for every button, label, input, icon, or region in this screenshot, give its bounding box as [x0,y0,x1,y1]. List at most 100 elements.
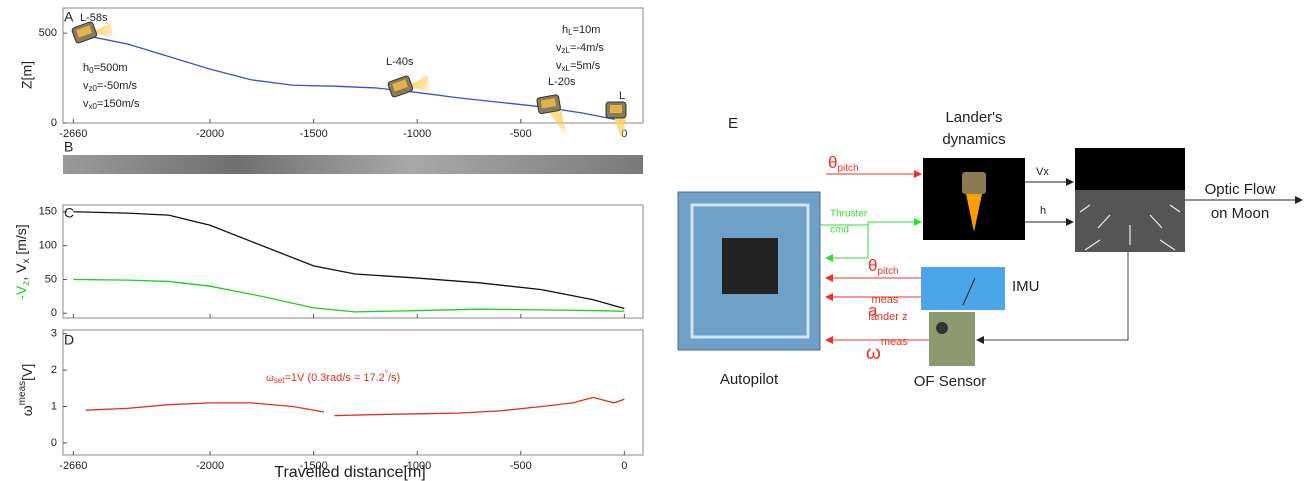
plot-frame [62,7,644,124]
param-sub: x0 [89,102,98,111]
signal-part: pitch [837,163,858,174]
param: h [562,24,568,36]
svg-text:h0=500m: h0=500m [83,62,128,75]
svg-text:vxL=5m/s: vxL=5m/s [556,60,601,73]
param-sub: 0 [89,66,94,75]
annotation: ωset=1V (0.3rad/s = 17.2°/s) [266,369,400,385]
param: =10m [573,24,601,36]
svg-text:hL=10m: hL=10m [562,24,600,37]
signal: cmd [830,225,849,236]
data-line [73,32,625,122]
y-label-part: [m/s] [13,224,29,258]
x-tick-label: -2660 [59,460,87,472]
label: Autopilot [720,371,779,388]
chip [722,238,778,294]
signal: ωmeas [866,336,908,364]
param: =-50m/s [97,80,138,92]
landers [71,21,627,142]
panel-label: E [728,115,738,132]
signal-part: lander z [868,311,907,323]
signal: Thruster [830,209,868,220]
annotation: L [619,90,625,102]
x-tick-label: -1500 [300,128,328,140]
y-label-part: ω [19,405,35,416]
of-sensor-image [929,312,975,366]
x-tick-label: 0 [621,460,627,472]
label: IMU [1012,278,1040,295]
annotation-part: set [274,376,285,385]
x-tick-label: -500 [510,460,532,472]
y-label-part: z [21,281,32,286]
x-tick-label: -2000 [196,460,224,472]
data-line [73,211,625,310]
signal-part: θ [868,256,877,275]
param: v [556,42,562,54]
params-end: hL=10m vzL=-4m/s vxL=5m/s [556,24,604,73]
imu-image [921,267,1005,310]
annotation: L-58s [80,12,108,24]
y-label-part: -V [13,285,29,300]
param-sub: xL [562,64,571,73]
svg-text:vz0=-50m/s: vz0=-50m/s [83,80,137,93]
diagram: E Autopilot Lander's dynamics Optic Flow… [677,109,1303,390]
y-label-part: x [21,259,32,264]
data-line [73,278,625,313]
x-tick-label: -1500 [300,460,328,472]
x-axis-label: Travelled distance[m] [274,464,425,481]
annotation-part: ω [266,373,274,384]
plot-frame [62,329,644,456]
param-sub: zL [562,46,571,55]
param: v [556,60,562,72]
signal-part: meas [881,336,908,348]
plot-frame [62,204,644,319]
signal: θpitch [868,256,899,276]
signal: h [1040,205,1046,217]
y-tick-label: 0 [51,437,57,449]
param: =150m/s [97,98,140,110]
label: on Moon [1211,205,1269,222]
annotation: L-20s [548,76,576,88]
signal: Vx [1036,166,1049,178]
signal: ameas lander z [868,294,908,323]
param: v [83,80,89,92]
y-tick-label: 2 [51,364,57,376]
y-axis-label: Z[m] [19,61,35,89]
param: =5m/s [570,60,601,72]
panel-label: A [64,9,74,25]
y-tick-label: 500 [39,27,57,39]
param: =500m [94,62,128,74]
param-sub: z0 [89,84,98,93]
data-line [85,402,325,413]
svg-text:vx0=150m/s: vx0=150m/s [83,98,140,111]
y-tick-label: 150 [39,206,57,218]
x-tick-label: -1000 [403,128,431,140]
x-tick-label: 0 [621,128,627,140]
panel-label: C [64,205,74,221]
x-tick-label: -2660 [59,128,87,140]
x-tick-label: -1000 [403,460,431,472]
label: OF Sensor [914,373,987,390]
param: =-4m/s [570,42,604,54]
label: Optic Flow [1205,181,1276,198]
signal-part: a [868,301,878,320]
signal-part: ω [866,343,881,364]
y-tick-label: 50 [45,273,57,285]
y-tick-label: 0 [51,117,57,129]
label: Lander's [945,109,1002,126]
params-start: h0=500m vz0=-50m/s vx0=150m/s [83,62,140,111]
param: h [83,62,89,74]
signal: θpitch [828,153,859,173]
y-axis-label: -Vz, Vx [m/s] [13,224,32,299]
y-label-part: , V [13,263,29,281]
y-axis-label: ωmeas[V] [17,364,35,417]
signal-part: pitch [877,266,898,277]
signal-part: meas [871,294,898,306]
annotation-part: ° [385,369,388,378]
panel-label: D [64,332,74,348]
annotation: L-40s [386,56,414,68]
y-tick-label: 0 [51,307,57,319]
y-tick-label: 100 [39,240,57,252]
signal-part: θ [828,153,837,172]
